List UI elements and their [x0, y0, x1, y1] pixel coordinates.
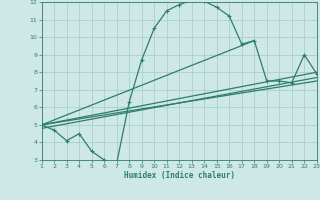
X-axis label: Humidex (Indice chaleur): Humidex (Indice chaleur) [124, 171, 235, 180]
